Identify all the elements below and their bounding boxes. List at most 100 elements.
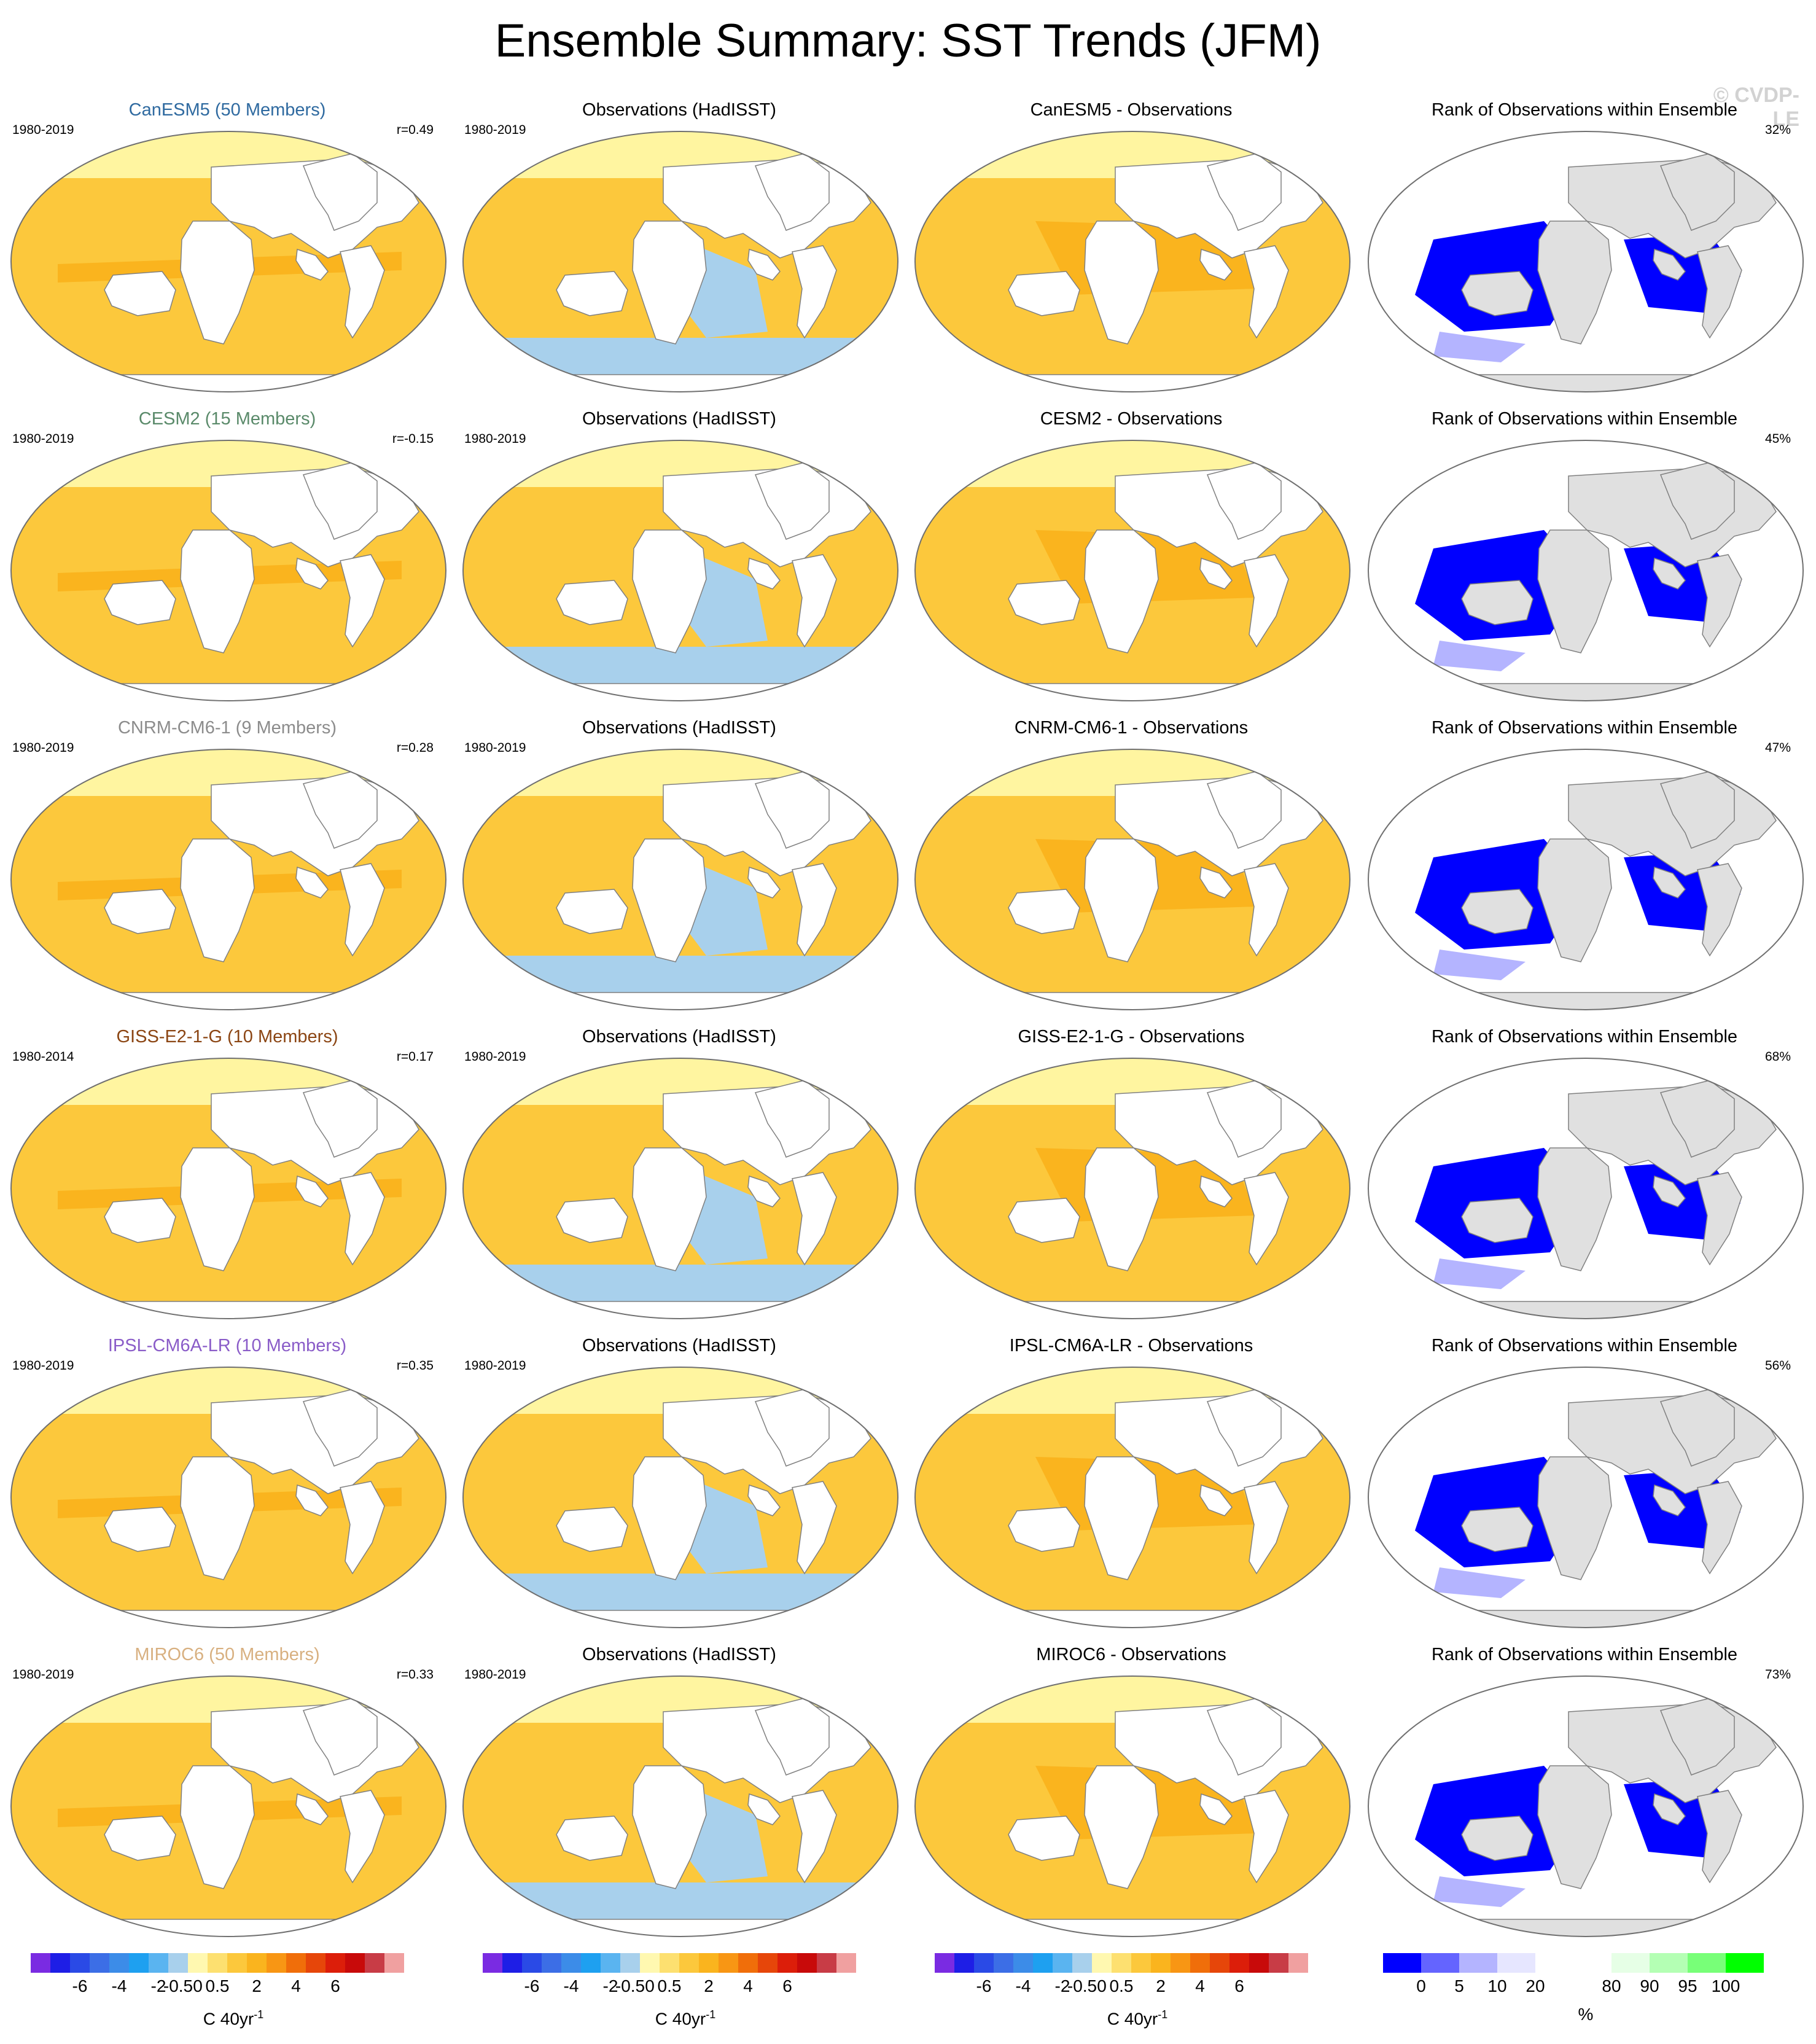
colorbar-box [974,1953,994,1973]
obs-panel-title: Observations (HadISST) [582,1027,776,1047]
colorbar-tick-label: 6 [782,1976,792,1995]
rank-panel-title: Rank of Observations within Ensemble [1431,1645,1738,1664]
colorbar-units: % [1383,2003,1788,2026]
rank-map [1366,1056,1806,1321]
colorbar-box [836,1953,856,1973]
colorbar-box [699,1953,719,1973]
colorbar-box [50,1953,70,1973]
obs-panel-title: Observations (HadISST) [582,1336,776,1356]
colorbar-tick-label: 0.5 [205,1976,230,1995]
period-label: 1980-2019 [464,1050,526,1064]
model-panel: CNRM-CM6-1 (9 Members) 1980-2019 r=0.28 [0,710,454,1019]
colorbar-tick-label: 2 [704,1976,714,1995]
obs-map [461,1674,900,1939]
diff-panel-title: IPSL-CM6A-LR - Observations [1009,1336,1253,1356]
correlation-label: r=0.28 [396,741,434,755]
period-label: 1980-2019 [464,123,526,137]
correlation-label: r=-0.15 [392,432,434,446]
colorbar-box [581,1953,601,1973]
model-panel: GISS-E2-1-G (10 Members) 1980-2014 r=0.17 [0,1019,454,1328]
colorbar-box [168,1953,188,1973]
model-panel-title: IPSL-CM6A-LR (10 Members) [107,1336,347,1356]
colorbar-tick-label: 5 [1454,1976,1464,1995]
rank-panel-title: Rank of Observations within Ensemble [1431,1336,1738,1356]
colorbar-box [149,1953,168,1973]
diff-map [913,1056,1352,1321]
panel-row: CNRM-CM6-1 (9 Members) 1980-2019 r=0.28 Obs… [0,710,1816,1019]
rank-panel: Rank of Observations within Ensemble 68% [1357,1019,1812,1328]
rank-panel: Rank of Observations within Ensemble 56% [1357,1328,1812,1637]
colorbar-box [365,1953,384,1973]
colorbar-tick-label: 0 [193,1976,203,1995]
period-label: 1980-2019 [464,1668,526,1682]
rank-panel-title: Rank of Observations within Ensemble [1431,100,1738,120]
diff-panel-title: CNRM-CM6-1 - Observations [1014,718,1249,738]
colorbar-box [1383,1953,1421,1973]
colorbar-tick-label: 4 [743,1976,753,1995]
trend-colorbar-model: -6 -4 -2 -0.5 0 0.5 2 4 6 C 40yr-1 [31,1953,436,2039]
colorbar-tick-label: -4 [563,1976,579,1995]
colorbar-boxes [935,1953,1308,1973]
colorbar-box [208,1953,227,1973]
obs-map [461,438,900,703]
obs-map [461,747,900,1012]
colorbar-box [129,1953,149,1973]
colorbar-box [719,1953,738,1973]
colorbar-tick-label: 10 [1487,1976,1507,1995]
colorbar-box [954,1953,974,1973]
obs-panel-title: Observations (HadISST) [582,100,776,120]
rank-panel-title: Rank of Observations within Ensemble [1431,1027,1738,1047]
colorbar-box [502,1953,522,1973]
colorbar-box [679,1953,699,1973]
colorbar-tick-label: -2 [602,1976,618,1995]
colorbar-tick-label: -0.5 [163,1976,193,1995]
obs-panel: Observations (HadISST) 1980-2019 [452,1328,906,1637]
colorbar-box [1210,1953,1230,1973]
period-label: 1980-2019 [12,1359,74,1373]
colorbar-boxes [483,1953,856,1973]
colorbar-box [267,1953,286,1973]
colorbar-tick-label: 4 [291,1976,301,1995]
rank-map [1366,747,1806,1012]
colorbar-box [1112,1953,1131,1973]
colorbar-tick-label: -6 [976,1976,992,1995]
colorbar-box [1611,1953,1650,1973]
colorbar-ticks: -6 -4 -2 -0.5 0 0.5 2 4 6 [935,1976,1340,2001]
colorbar-tick-label: -6 [524,1976,540,1995]
colorbar-box [1688,1953,1726,1973]
colorbar-box [620,1953,640,1973]
colorbar-box [1171,1953,1190,1973]
colorbar-box [797,1953,817,1973]
colorbar-tick-label: -2 [150,1976,166,1995]
colorbar-box [345,1953,365,1973]
colorbar-box [1269,1953,1288,1973]
diff-map [913,1365,1352,1630]
colorbar-box [1190,1953,1210,1973]
figure-title: Ensemble Summary: SST Trends (JFM) [494,15,1322,67]
colorbar-box [247,1953,267,1973]
period-label: 1980-2019 [464,1359,526,1373]
colorbar-box [522,1953,542,1973]
colorbar-ticks: 0 5 10 20 80 90 95 100 [1383,1976,1788,2001]
model-panel-title: CNRM-CM6-1 (9 Members) [117,718,337,738]
period-label: 1980-2019 [464,741,526,755]
colorbar-box [188,1953,208,1973]
colorbar-tick-label: 2 [1156,1976,1166,1995]
colorbar-box [1650,1953,1688,1973]
model-map [9,1056,448,1321]
colorbar-box [31,1953,50,1973]
colorbar-tick-label: 6 [1234,1976,1244,1995]
period-label: 1980-2019 [12,432,74,446]
colorbar-tick-label: 80 [1602,1976,1621,1995]
colorbar-box [1249,1953,1269,1973]
period-label: 1980-2019 [12,123,74,137]
colorbar-tick-label: 0.5 [1109,1976,1134,1995]
obs-panel: Observations (HadISST) 1980-2019 [452,1019,906,1328]
colorbar-box [306,1953,325,1973]
correlation-label: r=0.33 [396,1668,434,1682]
colorbar-tick-label: 4 [1195,1976,1205,1995]
colorbar-tick-label: 2 [252,1976,262,1995]
model-map [9,747,448,1012]
diff-panel: CanESM5 - Observations [904,92,1358,401]
diff-panel: CESM2 - Observations [904,401,1358,710]
